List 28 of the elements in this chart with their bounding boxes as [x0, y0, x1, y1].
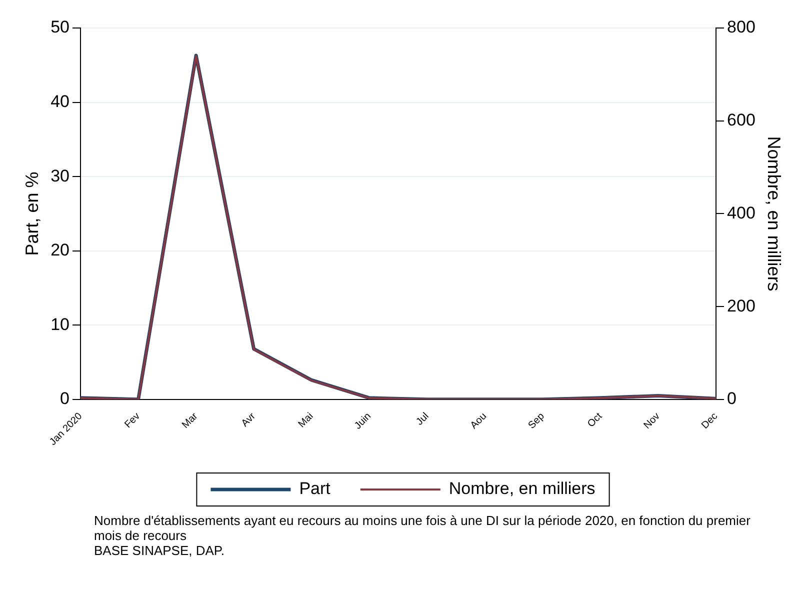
text: Nombre d'établissements ayant eu recours au moins une fois à une DI sur la période 2020, en fonction du premier mois de recours: [94, 513, 752, 543]
x-tick-label: Mai: [296, 410, 316, 430]
x-tick-label: Nov: [642, 410, 662, 432]
x-tick-label: Oct: [586, 410, 605, 430]
y-axis-title: Part, en %: [22, 172, 42, 256]
y-tick-label: 30: [50, 166, 70, 186]
x-tick-label: Avr: [240, 410, 258, 430]
y2-tick-label: 400: [727, 203, 756, 222]
legend-label: Nombre, en milliers: [448, 479, 596, 498]
x-tick-label: Mar: [180, 410, 201, 431]
y2-tick-label: 600: [727, 110, 756, 130]
y-tick-label: 10: [50, 314, 70, 334]
y2-tick-label: 200: [727, 296, 756, 316]
legend-label: Part: [299, 479, 331, 498]
y-tick-label: 50: [50, 18, 70, 37]
x-tick-label: Juin: [352, 410, 374, 432]
y2-tick-label: 800: [727, 18, 756, 37]
y-tick-label: 0: [60, 389, 70, 408]
text: BASE SINAPSE, DAP.: [94, 543, 226, 558]
y2-tick-label: 0: [727, 389, 737, 408]
y-tick-label: 40: [50, 92, 70, 111]
x-tick-label: Dec: [700, 410, 720, 432]
x-tick-label: Sep: [526, 410, 548, 432]
x-tick-label: Aou: [468, 410, 489, 432]
y2-axis-title: Nombre, en milliers: [764, 136, 784, 292]
x-tick-label: Jul: [414, 410, 432, 428]
x-tick-label: Fev: [122, 410, 142, 431]
y-tick-label: 20: [50, 240, 70, 260]
